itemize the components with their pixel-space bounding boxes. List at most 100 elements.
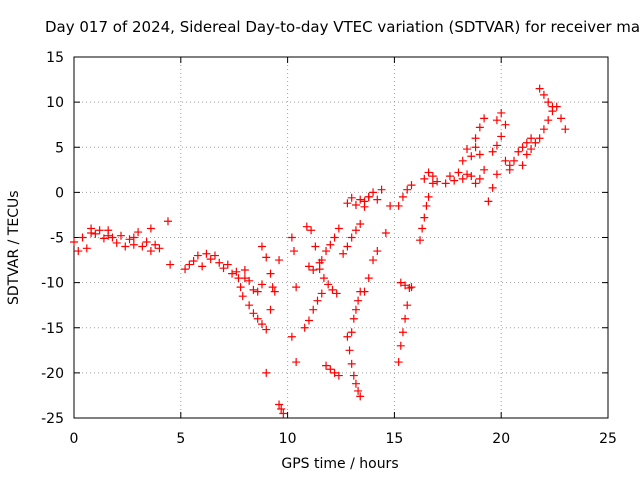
data-point (330, 368, 339, 377)
series-arc-b (87, 224, 113, 243)
data-point (373, 195, 382, 204)
data-point (311, 242, 320, 251)
data-point (422, 201, 431, 210)
data-point (166, 260, 175, 269)
series-arc-o (275, 400, 288, 418)
data-point (262, 325, 271, 334)
data-point (326, 365, 335, 374)
data-point (535, 134, 544, 143)
data-point (129, 240, 138, 249)
y-tick-label: -5 (50, 231, 64, 247)
data-point (531, 138, 540, 147)
data-point (467, 152, 476, 161)
data-point (420, 213, 429, 222)
series-arc-q (287, 332, 301, 367)
data-point (492, 141, 501, 150)
series-arc-ar (518, 138, 540, 170)
series-arc-ao (488, 120, 510, 156)
data-point (74, 247, 83, 256)
data-point (198, 262, 207, 271)
data-point (345, 346, 354, 355)
data-point (527, 145, 536, 154)
data-point (116, 231, 125, 240)
data-point (480, 114, 489, 123)
data-point (334, 371, 343, 380)
x-tick-label: 15 (385, 431, 403, 447)
data-point (309, 305, 318, 314)
series-arc-i (232, 265, 249, 301)
data-point (471, 143, 480, 152)
data-point (210, 251, 219, 260)
data-point (450, 176, 459, 185)
data-point (121, 242, 130, 251)
data-point (407, 283, 416, 292)
data-point (292, 283, 301, 292)
data-point (99, 234, 108, 243)
data-point (330, 233, 339, 242)
data-point (396, 278, 405, 287)
data-point (142, 238, 151, 247)
data-point (108, 233, 117, 242)
data-point (151, 240, 160, 249)
y-tick-label: 15 (46, 50, 64, 66)
data-point (266, 269, 275, 278)
data-point (418, 224, 427, 233)
data-point (104, 226, 113, 235)
data-point (262, 253, 271, 262)
data-point (501, 120, 510, 129)
data-point (557, 114, 566, 123)
data-point (428, 179, 437, 188)
data-point (253, 314, 262, 323)
data-point (240, 265, 249, 274)
y-tick-label: 10 (46, 95, 64, 111)
data-point (480, 165, 489, 174)
data-point (458, 174, 467, 183)
data-point (287, 233, 296, 242)
series-arc-as (535, 107, 557, 143)
data-point (369, 256, 378, 265)
data-point (535, 84, 544, 93)
data-point (275, 400, 284, 409)
series-arc-ae (394, 283, 416, 367)
data-point (424, 168, 433, 177)
data-point (238, 292, 247, 301)
data-point (522, 138, 531, 147)
data-point (454, 168, 463, 177)
series-arc-f (163, 217, 175, 269)
data-point (91, 229, 100, 238)
data-point (343, 199, 352, 208)
data-point (386, 201, 395, 210)
data-point (527, 134, 536, 143)
series-arc-aj (441, 168, 472, 188)
data-point (290, 247, 299, 256)
data-point (268, 283, 277, 292)
series-arc-au (552, 102, 570, 134)
data-point (266, 305, 275, 314)
series-arc-ab (360, 185, 386, 206)
data-point (257, 280, 266, 289)
data-point (424, 192, 433, 201)
data-point (125, 235, 134, 244)
data-point (463, 145, 472, 154)
y-tick-label: 0 (55, 185, 64, 201)
data-point (257, 320, 266, 329)
data-point (223, 260, 232, 269)
grid-lines (74, 57, 608, 418)
data-point (304, 316, 313, 325)
data-point (181, 265, 190, 274)
data-point (514, 147, 523, 156)
series-arc-u (315, 265, 341, 298)
data-point (249, 309, 258, 318)
data-point (403, 301, 412, 310)
data-point (134, 228, 143, 237)
data-point (433, 177, 442, 186)
y-axis-label: SDTVAR / TECUs (6, 190, 22, 305)
series-arc-w (317, 224, 343, 265)
data-point (471, 179, 480, 188)
data-point (398, 192, 407, 201)
data-point (319, 274, 328, 283)
series-arc-ag (394, 181, 416, 210)
series-arc-aq (505, 134, 536, 174)
data-point (307, 226, 316, 235)
series-arc-ai (420, 168, 442, 186)
